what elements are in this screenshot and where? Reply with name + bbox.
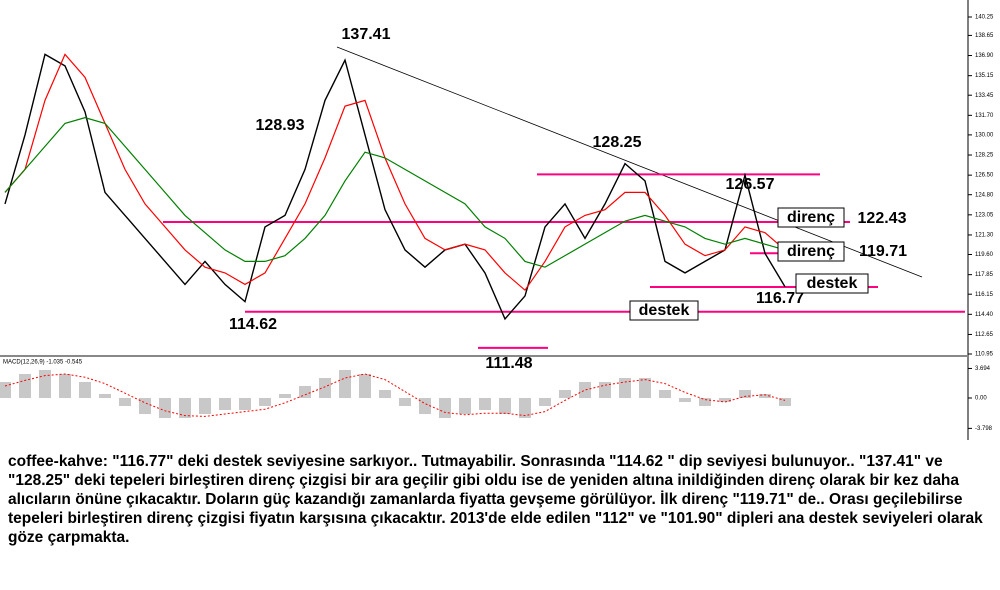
macd-bar: [459, 398, 471, 414]
macd-bar: [479, 398, 491, 410]
macd-bar: [619, 378, 631, 398]
annotation: 116.77: [756, 290, 804, 307]
trend-line: [336, 46, 923, 278]
macd-bar: [679, 398, 691, 402]
macd-bar: [419, 398, 431, 414]
macd-bar: [539, 398, 551, 406]
label-box: [777, 241, 845, 262]
macd-tick-label: -3.798: [975, 426, 993, 432]
y-tick-label: 112.65: [975, 332, 994, 338]
macd-label: MACD(12,26,9) -1.035 -0.545: [3, 360, 83, 366]
macd-bar: [739, 390, 751, 398]
macd-bar: [659, 390, 671, 398]
box-label: destek: [807, 275, 858, 292]
macd-bar: [439, 398, 451, 418]
y-tick-label: 133.45: [975, 93, 994, 99]
macd-bar: [179, 398, 191, 418]
macd-bar: [59, 374, 71, 398]
annotation: 114.62: [229, 316, 277, 333]
macd-bar: [399, 398, 411, 406]
macd-bar: [639, 378, 651, 398]
series-line: [4, 53, 786, 292]
macd-bar: [199, 398, 211, 414]
macd-bar: [499, 398, 511, 414]
y-tick-label: 128.25: [975, 153, 994, 159]
macd-bar: [559, 390, 571, 398]
y-tick-label: 126.50: [975, 173, 994, 179]
y-tick-label: 138.65: [975, 33, 994, 39]
y-tick-label: 116.15: [975, 292, 994, 298]
macd-bar: [359, 374, 371, 398]
macd-bar: [99, 394, 111, 398]
macd-bar: [219, 398, 231, 410]
macd-bar: [319, 378, 331, 398]
macd-bar: [759, 394, 771, 398]
macd-bar: [279, 394, 291, 398]
macd-bar: [779, 398, 791, 406]
label-box: [629, 300, 699, 321]
y-tick-label: 130.00: [975, 132, 994, 138]
macd-tick-label: 0.00: [975, 396, 987, 402]
macd-signal: [4, 373, 786, 417]
y-tick-label: 131.70: [975, 113, 994, 119]
y-tick-label: 124.80: [975, 192, 994, 198]
annotation: 119.71: [859, 243, 907, 260]
chart: MACD(12,26,9) -1.035 -0.545 140.25 138.65…: [0, 0, 994, 440]
annotation: 126.57: [726, 176, 775, 193]
macd-bar: [239, 398, 251, 410]
box-label: direnç: [787, 243, 835, 260]
macd-bar: [699, 398, 711, 406]
paragraph: coffee-kahve: "116.77" deki destek seviy…: [8, 453, 983, 546]
macd-bar: [79, 382, 91, 398]
annotation: 111.48: [485, 355, 532, 372]
y-tick-label: 135.15: [975, 73, 994, 79]
y-tick-label: 136.90: [975, 53, 994, 59]
y-tick-label: 119.60: [975, 252, 994, 258]
macd-bar: [159, 398, 171, 418]
series-line: [4, 53, 786, 321]
y-tick-label: 123.05: [975, 212, 994, 218]
macd-bar: [579, 382, 591, 398]
macd-bar: [339, 370, 351, 398]
series-line: [4, 117, 786, 268]
y-tick-label: 117.85: [975, 272, 994, 278]
macd-bar: [119, 398, 131, 406]
macd-bar: [39, 370, 51, 398]
y-tick-label: 110.95: [975, 352, 994, 358]
annotation: 137.41: [342, 26, 391, 43]
macd-bar: [299, 386, 311, 398]
macd-bar: [139, 398, 151, 414]
macd-bar: [379, 390, 391, 398]
macd-bar: [0, 382, 11, 398]
macd-bar: [719, 398, 731, 402]
box-label: destek: [639, 302, 690, 319]
macd-tick-label: 3.694: [975, 366, 991, 372]
box-label: direnç: [787, 209, 835, 226]
y-tick-label: 121.30: [975, 233, 994, 239]
macd-bar: [19, 374, 31, 398]
macd-bar: [259, 398, 271, 406]
macd-bar: [519, 398, 531, 418]
annotation: 122.43: [858, 210, 907, 227]
y-tick-label: 114.40: [975, 312, 994, 318]
y-tick-label: 140.25: [975, 15, 994, 21]
annotation: 128.93: [256, 117, 305, 134]
annotation: 128.25: [593, 134, 642, 151]
label-box: [795, 273, 869, 294]
label-box: [777, 207, 845, 228]
